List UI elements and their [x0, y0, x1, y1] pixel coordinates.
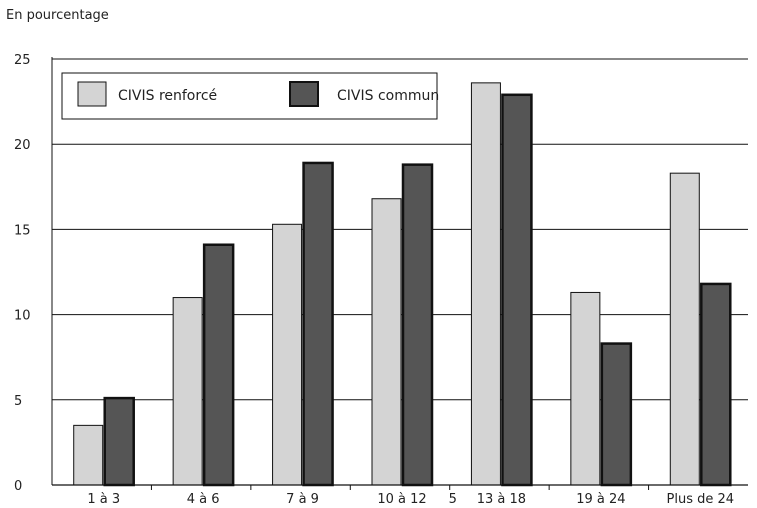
bar-civis-renforce	[570, 291, 601, 486]
bar-civis-renforce	[172, 297, 203, 486]
bar-civis-renforce	[272, 223, 303, 486]
legend-swatch	[77, 81, 107, 107]
x-tick-label: Plus de 24	[667, 492, 735, 507]
x-extra-label: 5	[449, 492, 457, 507]
x-tick-label: 13 à 18	[477, 492, 526, 507]
bar-civis-commun	[103, 396, 135, 487]
y-tick-label: 0	[14, 479, 22, 494]
y-axis-label: En pourcentage	[6, 8, 109, 23]
legend: CIVIS renforcé CIVIS commun	[61, 72, 439, 120]
bars	[73, 82, 732, 487]
x-tick-label: 7 à 9	[286, 492, 319, 507]
bar-civis-commun	[501, 93, 533, 487]
bar-civis-renforce	[73, 424, 104, 486]
legend-box	[61, 72, 438, 120]
bar-civis-commun	[401, 163, 434, 487]
bar-civis-commun	[700, 282, 732, 487]
legend-label: CIVIS renforcé	[118, 88, 217, 104]
y-tick-label: 5	[14, 394, 22, 409]
y-tick-label: 10	[14, 309, 31, 324]
x-tick-label: 10 à 12	[377, 492, 426, 507]
legend-swatch	[289, 81, 319, 107]
bar-civis-renforce	[371, 198, 402, 486]
bar-civis-commun	[302, 161, 334, 487]
y-tick-label: 15	[14, 223, 31, 238]
x-tick-label: 1 à 3	[87, 492, 120, 507]
bar-civis-commun	[600, 342, 633, 487]
bar-civis-commun	[202, 243, 235, 487]
x-tick-label: 4 à 6	[187, 492, 220, 507]
axes: 0 5 10 15 20 25 1 à 3 4 à 6 7 à 9 10 à 12 13 à 18 1…	[14, 53, 748, 507]
bar-civis-renforce	[669, 172, 700, 486]
legend-label: CIVIS commun	[337, 88, 439, 104]
bar-civis-renforce	[470, 82, 501, 486]
y-tick-label: 20	[14, 138, 31, 153]
y-tick-label: 25	[14, 53, 31, 68]
x-tick-label: 19 à 24	[576, 492, 625, 507]
